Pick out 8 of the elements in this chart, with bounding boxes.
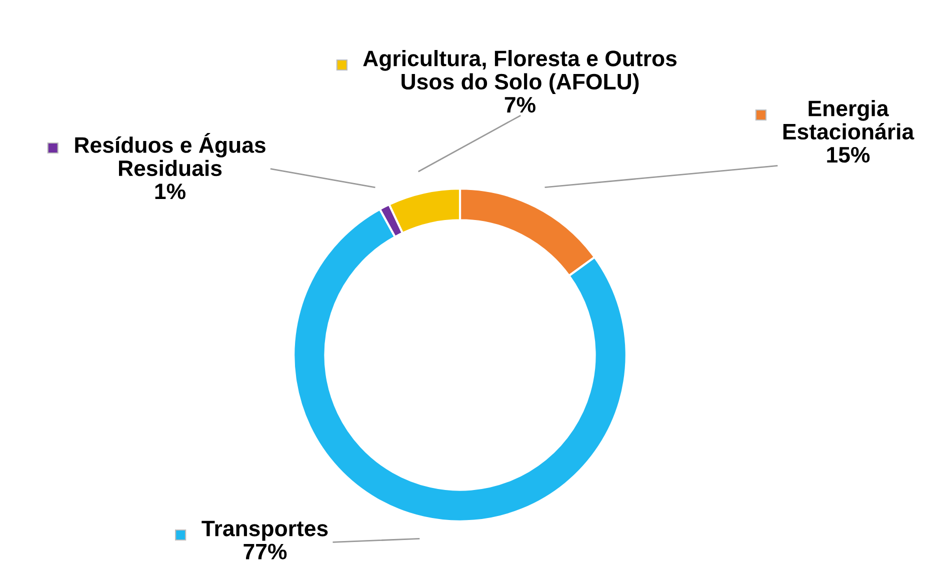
data-label: 1% xyxy=(155,184,186,200)
legend-label: Transportes xyxy=(202,520,328,541)
legend-label: Agricultura, Floresta e Outros Usos do Solo (AFOLU) xyxy=(363,50,677,94)
legend-label: Resíduos e Águas Residuais xyxy=(75,133,266,176)
data-label: 15% xyxy=(827,147,870,163)
data-label: 77% xyxy=(244,544,287,560)
data-label: 7% xyxy=(504,97,536,113)
legend-label: Energia Estacionária xyxy=(783,100,914,140)
